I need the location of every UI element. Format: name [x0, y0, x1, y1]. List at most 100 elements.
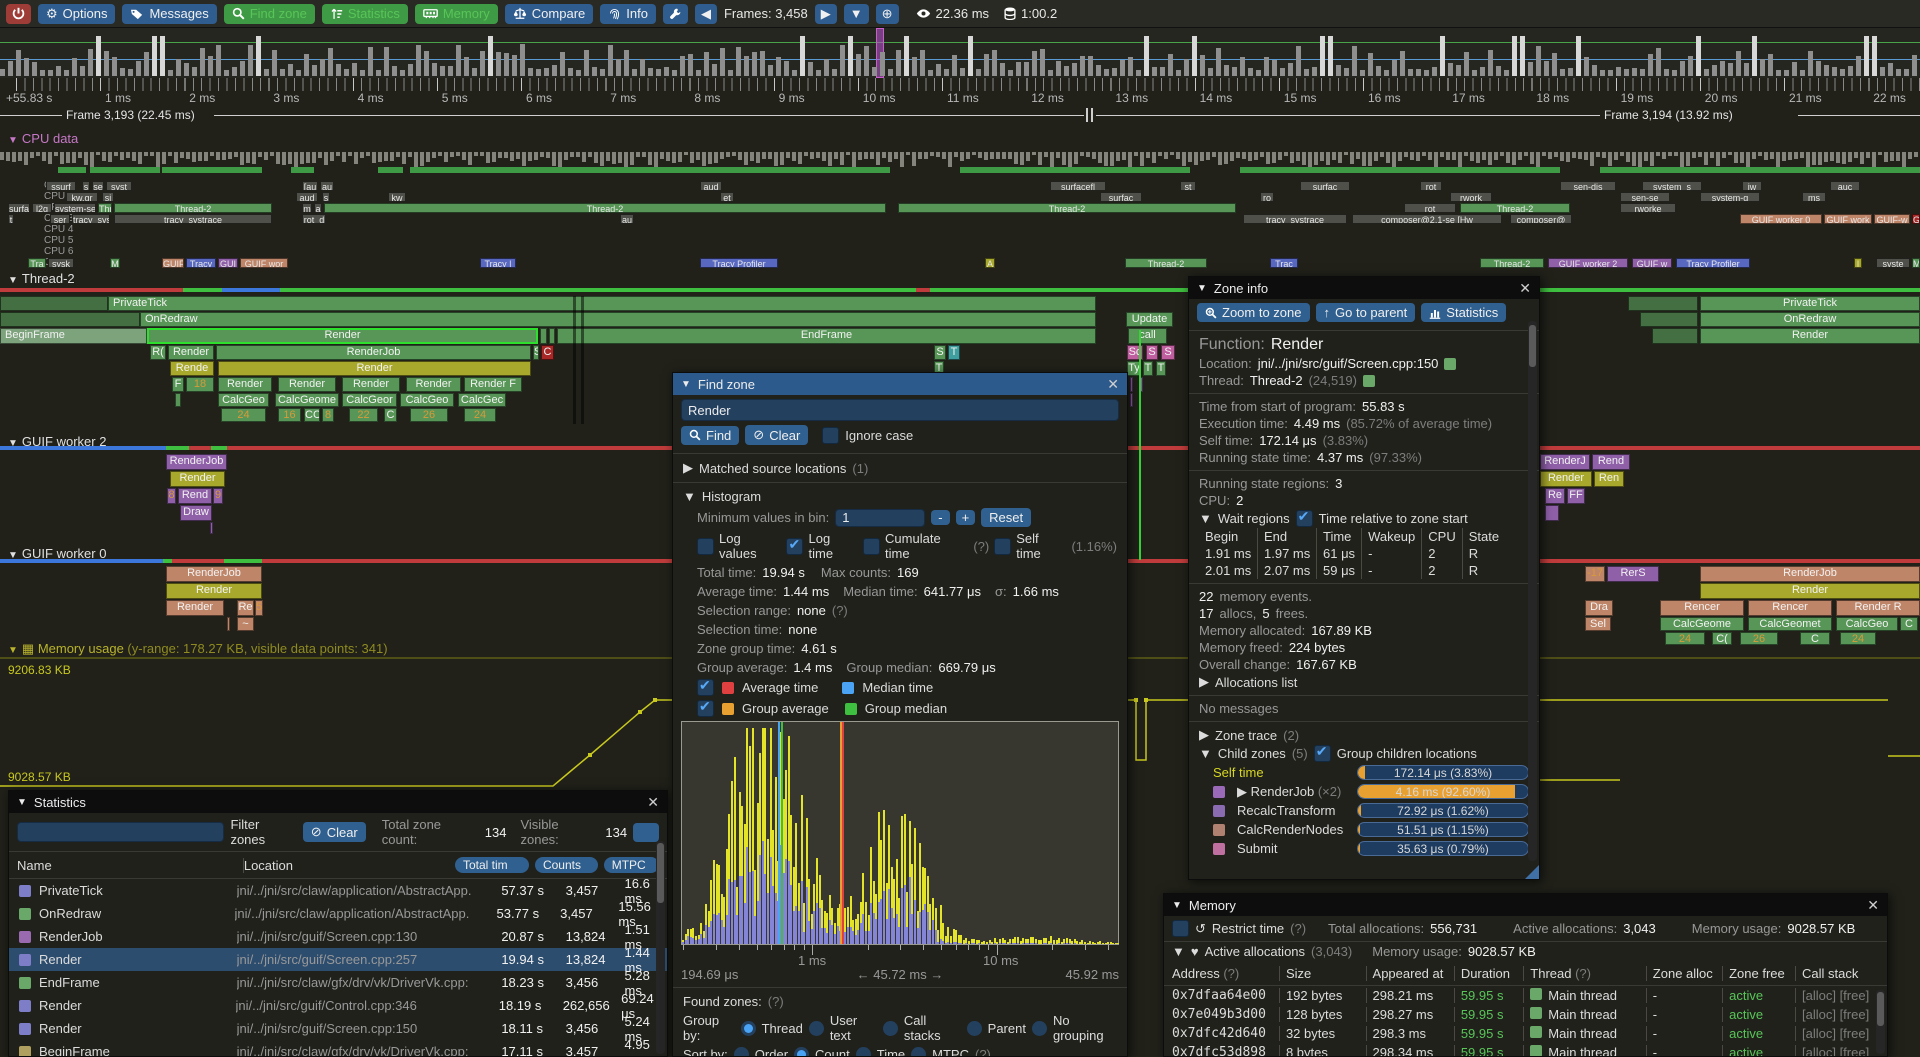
callstack-links[interactable]: [alloc] [free] [1795, 1026, 1879, 1041]
zone-chip[interactable] [1640, 312, 1698, 327]
zone-chip[interactable]: Render [168, 345, 214, 360]
zone-chip[interactable]: T [1156, 361, 1166, 376]
zone-chip[interactable]: Rend [1592, 454, 1630, 470]
zone-chip[interactable]: Render [166, 600, 224, 616]
cpu-zone-chip[interactable]: Tracy Profiler [1676, 258, 1750, 268]
cpu-zone-chip[interactable]: s [82, 181, 90, 191]
zone-chip[interactable]: Rencer [1660, 600, 1744, 616]
child-zone-row[interactable]: Self time 172.14 μs (3.83%) [1189, 763, 1539, 782]
cpu-zone-chip[interactable]: tracy_sysr [72, 214, 110, 224]
zone-info-scrollbar[interactable] [1528, 321, 1537, 861]
zone-chip[interactable]: Sel [1585, 617, 1611, 631]
close-icon[interactable]: ✕ [1867, 896, 1879, 913]
zone-chip[interactable]: CalcGeome [1660, 617, 1744, 631]
collapse-icon[interactable]: ▼ [681, 378, 691, 390]
cpu-zone-chip[interactable]: m [302, 203, 312, 213]
prev-frame-button[interactable]: ◀ [694, 3, 717, 24]
zone-chip[interactable]: Draw [180, 505, 212, 521]
find-zone-histogram[interactable] [681, 721, 1120, 945]
cpu-zone-chip[interactable]: syste [1876, 258, 1910, 268]
zone-chip[interactable]: C [541, 345, 554, 360]
zone-chip[interactable] [1130, 377, 1133, 392]
zone-chip[interactable]: Render [218, 361, 531, 376]
zone-chip[interactable]: PrivateTick [108, 296, 1096, 311]
zone-chip[interactable]: C [384, 408, 397, 422]
group-by-radio-call-stacks[interactable] [882, 1020, 898, 1036]
child-zone-row[interactable]: Submit 35.63 μs (0.79%) [1189, 839, 1539, 858]
zone-chip[interactable]: 8 [322, 408, 334, 422]
resize-grip[interactable] [1525, 865, 1539, 879]
zone-chip[interactable]: Rencer [1748, 600, 1832, 616]
zone-chip[interactable]: EndFrame [557, 328, 1096, 344]
statistics-row[interactable]: PrivateTick jni/../jni/src/claw/applicat… [9, 876, 667, 906]
collapse-icon[interactable]: ▼ [1197, 282, 1207, 294]
go-to-parent-button[interactable]: ↑ Go to parent [1315, 303, 1416, 322]
cpu-zone-chip[interactable]: system-se [54, 203, 96, 213]
cpu-zone-chip[interactable]: Thread-2 [1480, 258, 1544, 268]
cpu-zone-chip[interactable]: rot [1420, 181, 1442, 191]
zone-chip[interactable]: C( [1712, 632, 1732, 645]
cpu-zone-chip[interactable]: rwork [1450, 192, 1492, 202]
find-zone-search-input[interactable] [681, 399, 1119, 421]
cpu-zone-chip[interactable]: sysk [48, 258, 74, 268]
cpu-zone-chip[interactable]: et [720, 192, 734, 202]
zone-statistics-button[interactable]: Statistics [1421, 303, 1507, 322]
zone-chip[interactable]: RenderJob [216, 345, 531, 360]
location-value[interactable]: jni/../jni/src/guif/Screen.cpp:150 [1257, 356, 1439, 371]
zone-chip[interactable]: Render [1700, 583, 1920, 599]
cpu-zone-chip[interactable]: system_s [1642, 181, 1702, 191]
zone-chip[interactable]: 5 [255, 600, 263, 616]
expand-icon[interactable]: ▶ [1199, 674, 1209, 689]
group-avg-median-checkbox[interactable] [697, 698, 714, 717]
relative-time-checkbox[interactable] [1295, 508, 1313, 527]
cpu-zone-chip[interactable]: Thread-2 [898, 203, 1236, 213]
alloc-address[interactable]: 0x7dfc53d898 [1172, 1045, 1266, 1057]
cpu-zone-chip[interactable]: Thread-2 [114, 203, 272, 213]
zone-chip[interactable]: S [1161, 345, 1175, 360]
cpu-zone-chip[interactable]: M [110, 258, 120, 268]
zone-chip[interactable]: 24 [1665, 632, 1705, 645]
zone-chip[interactable]: T [948, 345, 960, 360]
group-children-checkbox[interactable] [1313, 743, 1331, 762]
cpu-zone-chip[interactable]: aud [296, 192, 318, 202]
memory-allocation-row[interactable]: 0x7dfaa64e00 192 bytes 298.21 ms 59.95 s… [1164, 986, 1887, 1005]
cpu-zone-chip[interactable]: GUIF w [1632, 258, 1672, 268]
expand-icon[interactable]: ▶ [683, 460, 693, 475]
zone-chip[interactable]: Rende [170, 361, 214, 376]
close-icon[interactable]: ✕ [647, 793, 659, 810]
zone-chip[interactable]: C [1900, 617, 1918, 631]
zone-chip[interactable]: Re [237, 600, 254, 616]
cpu-zone-chip[interactable]: t [8, 214, 14, 224]
zone-chip[interactable]: 8 [167, 488, 176, 504]
zone-chip[interactable]: Render [147, 328, 538, 344]
cpu-zone-chip[interactable]: GUIF worker 2 [1548, 258, 1628, 268]
zone-trace-label[interactable]: Zone trace [1215, 727, 1278, 743]
collapse-icon[interactable]: ▼ [1172, 899, 1182, 911]
cpu-zone-chip[interactable]: rworke [1620, 203, 1676, 213]
cpu-zone-chip[interactable]: auc [1830, 181, 1860, 191]
cpu-zone-chip[interactable]: au [320, 181, 334, 191]
cpu-zone-chip[interactable]: surfac [1300, 181, 1350, 191]
expand-icon[interactable]: ▶ [1199, 727, 1209, 742]
section-header-guif0[interactable]: ▼ GUIF worker 0 [8, 546, 107, 561]
zone-chip[interactable]: Re [1545, 488, 1565, 504]
zone-chip[interactable]: 26 [1740, 632, 1778, 645]
cpu-zone-chip[interactable]: l2g [32, 203, 52, 213]
cumulate-time-checkbox[interactable] [863, 537, 881, 555]
cpu-zone-chip[interactable]: Tracy | [480, 258, 516, 268]
zone-chip[interactable]: RerS [1607, 566, 1659, 582]
statistics-scrollbar[interactable] [656, 841, 665, 1054]
active-allocations-label[interactable]: Active allocations [1204, 944, 1306, 959]
zone-chip[interactable]: CalcGeomet [1748, 617, 1832, 631]
memory-titlebar[interactable]: ▼ Memory ✕ [1164, 894, 1887, 916]
group-by-radio-thread[interactable] [740, 1020, 756, 1036]
cpu-zone-chip[interactable]: surfac [1100, 192, 1142, 202]
collapse-icon[interactable]: ▼ [17, 796, 27, 808]
zone-chip[interactable]: call [1128, 328, 1167, 344]
zone-chip[interactable] [227, 617, 230, 631]
zone-chip[interactable]: S [934, 345, 946, 360]
collapse-icon[interactable]: ▼ [683, 489, 696, 504]
frame-overview-strip[interactable] [0, 28, 1920, 78]
cpu-zone-chip[interactable]: [au [302, 181, 318, 191]
zone-chip[interactable]: Rend [178, 488, 212, 504]
